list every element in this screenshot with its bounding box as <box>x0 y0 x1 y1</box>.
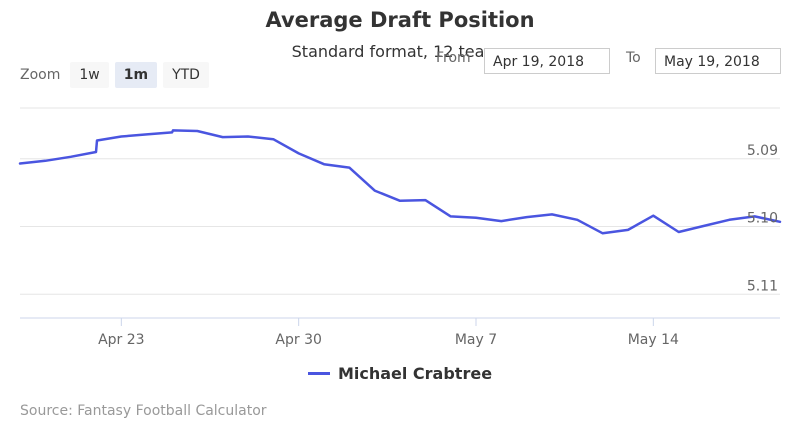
legend-line-swatch <box>307 372 330 375</box>
chart-title: Average Draft Position <box>265 8 535 32</box>
range-to-label: To <box>626 50 641 66</box>
x-tick-label: May 7 <box>455 332 497 348</box>
zoom-label: Zoom <box>20 67 61 83</box>
y-tick-label: 5.10 <box>747 211 778 227</box>
legend-series-name[interactable]: Michael Crabtree <box>337 364 493 383</box>
y-tick-label: 5.11 <box>747 278 778 294</box>
zoom-controls: Zoom 1w 1m YTD <box>20 62 215 88</box>
range-from-label: From <box>436 50 471 66</box>
x-tick-label: Apr 23 <box>98 332 144 348</box>
x-tick-label: May 14 <box>628 332 679 348</box>
x-tick-label: Apr 30 <box>275 332 321 348</box>
range-from-input[interactable]: Apr 19, 2018 <box>484 48 610 74</box>
series-line-michael-crabtree[interactable] <box>18 129 782 235</box>
zoom-1m-button[interactable]: 1m <box>114 62 158 88</box>
credits[interactable]: Source: Fantasy Football Calculator <box>20 403 267 419</box>
chart-subtitle: Standard format, 12 teams <box>291 42 509 61</box>
range-to-input[interactable]: May 19, 2018 <box>655 48 781 74</box>
zoom-1w-button[interactable]: 1w <box>70 62 109 88</box>
y-tick-label: 5.09 <box>747 143 778 159</box>
legend[interactable]: Michael Crabtree <box>0 364 800 383</box>
zoom-ytd-button[interactable]: YTD <box>163 62 209 88</box>
